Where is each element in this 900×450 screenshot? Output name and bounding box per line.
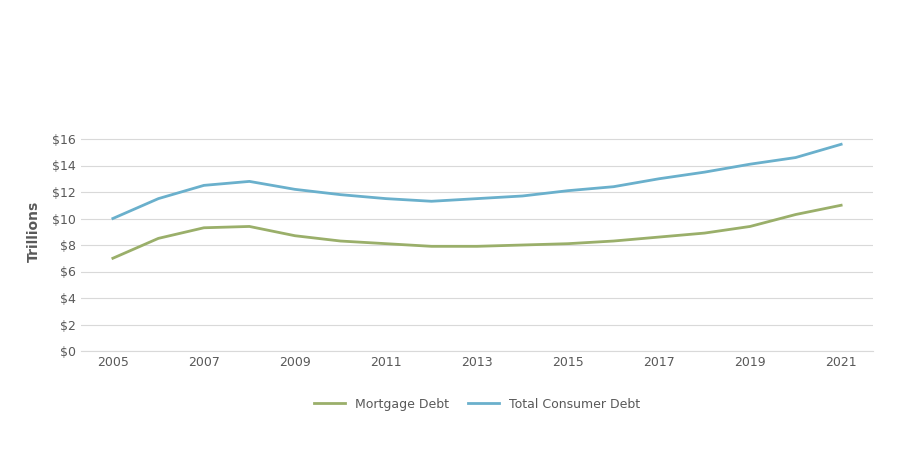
Total Consumer Debt [381, 196, 392, 201]
Total Consumer Debt [699, 169, 710, 175]
Mortgage Debt [699, 230, 710, 236]
Mortgage Debt [790, 212, 801, 217]
Mortgage Debt [290, 233, 301, 238]
Total Consumer Debt [335, 192, 346, 198]
Mortgage Debt [244, 224, 255, 229]
Mortgage Debt [381, 241, 392, 247]
Mortgage Debt [472, 243, 482, 249]
Mortgage Debt [153, 236, 164, 241]
Total Consumer Debt [562, 188, 573, 194]
Total Consumer Debt [290, 187, 301, 192]
Mortgage Debt [199, 225, 210, 230]
Mortgage Debt [608, 238, 619, 244]
Total Consumer Debt [153, 196, 164, 201]
Total Consumer Debt [836, 142, 847, 147]
Total Consumer Debt [518, 194, 528, 199]
Mortgage Debt [562, 241, 573, 247]
Line: Mortgage Debt: Mortgage Debt [112, 205, 842, 258]
Total Consumer Debt [244, 179, 255, 184]
Total Consumer Debt [472, 196, 482, 201]
Mortgage Debt [653, 234, 664, 240]
Mortgage Debt [335, 238, 346, 244]
Mortgage Debt [107, 256, 118, 261]
Total Consumer Debt [426, 198, 436, 204]
Mortgage Debt [744, 224, 755, 229]
Mortgage Debt [518, 242, 528, 248]
Total Consumer Debt [199, 183, 210, 188]
Legend: Mortgage Debt, Total Consumer Debt: Mortgage Debt, Total Consumer Debt [309, 393, 645, 416]
Line: Total Consumer Debt: Total Consumer Debt [112, 144, 842, 219]
Total Consumer Debt [653, 176, 664, 181]
Total Consumer Debt [107, 216, 118, 221]
Total Consumer Debt [608, 184, 619, 189]
Mortgage Debt [426, 243, 436, 249]
Mortgage Debt [836, 202, 847, 208]
Total Consumer Debt [744, 162, 755, 167]
Y-axis label: Trillions: Trillions [27, 201, 41, 262]
Total Consumer Debt [790, 155, 801, 160]
